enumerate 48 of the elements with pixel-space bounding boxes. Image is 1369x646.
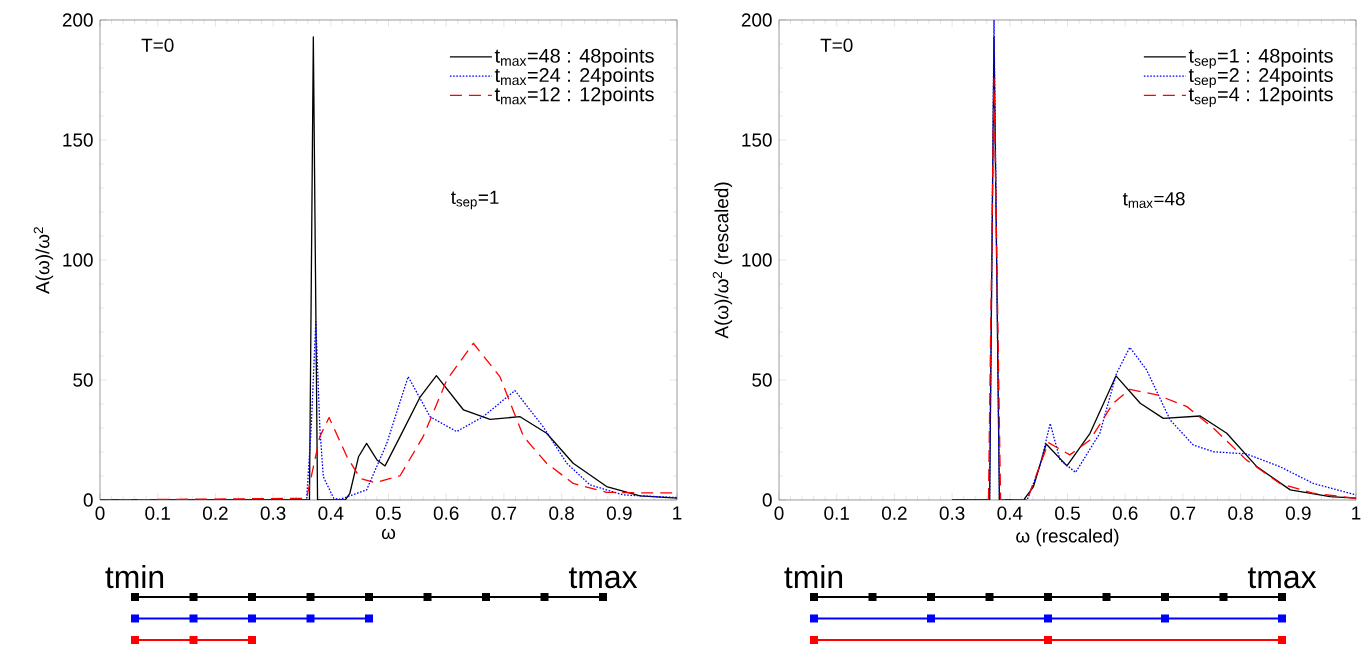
y-tick-label: 100 [742, 253, 772, 267]
x-tick-label: 0.8 [549, 506, 574, 520]
y-tick-label: 200 [62, 13, 93, 27]
x-tick-label: 0.1 [824, 506, 849, 520]
text: tmin [105, 564, 164, 589]
x-tick-label: 0.6 [1112, 506, 1138, 520]
legend-label: t$_{max}$=12 : 12points [494, 86, 654, 106]
x-tick-label: 0.3 [939, 506, 965, 520]
x-tick-label: 0.1 [145, 506, 170, 520]
x-tick-label: 1 [673, 506, 682, 520]
y-tick-label: 150 [742, 133, 772, 147]
x-tick-label: 0.9 [606, 506, 632, 520]
annotation: T=0 [820, 38, 853, 52]
x-tick-label: 0 [774, 506, 784, 520]
text: tmax [1247, 567, 1317, 589]
annotation: T=0 [141, 38, 174, 52]
x-tick-label: 0.5 [376, 506, 401, 520]
x-tick-label: 0.5 [1055, 506, 1080, 520]
x-tick-label: 0.6 [433, 506, 459, 520]
y-tick-label: 100 [63, 253, 93, 267]
x-tick-label: 1 [1352, 506, 1361, 520]
y-tick-label: 50 [73, 373, 93, 387]
y-tick-label: 150 [63, 133, 93, 147]
legend-label: t$_{sep}$=1 : 48points [1188, 48, 1333, 69]
x-tick-label: 0.4 [997, 506, 1023, 520]
legend-label: t$_{max}$=24 : 24points [494, 67, 654, 87]
x-tick-label: 0.7 [1170, 506, 1196, 520]
x-axis-title: ω [381, 528, 396, 540]
annotation: t$_{sep}$=1 [450, 190, 499, 210]
x-tick-label: 0.2 [882, 506, 907, 520]
text: tmax [568, 567, 638, 589]
annotation: t$_{max}$=48 [1122, 192, 1185, 208]
x-axis-title: ω (rescaled) [1016, 528, 1119, 547]
y-axis-title: A(ω)/ω$^{2}$ [33, 227, 54, 294]
x-tick-label: 0.7 [491, 506, 517, 520]
y-tick-label: 200 [741, 13, 772, 27]
x-tick-label: 0.8 [1228, 506, 1253, 520]
y-axis-title: A(ω)/ω$^{2}$ (rescaled) [712, 182, 733, 339]
y-tick-label: 50 [752, 373, 772, 387]
y-tick-label: 0 [762, 493, 772, 507]
y-tick-label: 0 [83, 493, 93, 507]
x-tick-label: 0.4 [318, 506, 344, 520]
x-tick-label: 0.2 [202, 506, 228, 520]
x-tick-label: 0.9 [1285, 506, 1311, 520]
text: tmin [784, 564, 843, 589]
x-tick-label: 0 [95, 506, 105, 520]
legend-label: t$_{max}$=48 : 48points [494, 48, 654, 67]
x-tick-label: 0.3 [260, 506, 286, 520]
